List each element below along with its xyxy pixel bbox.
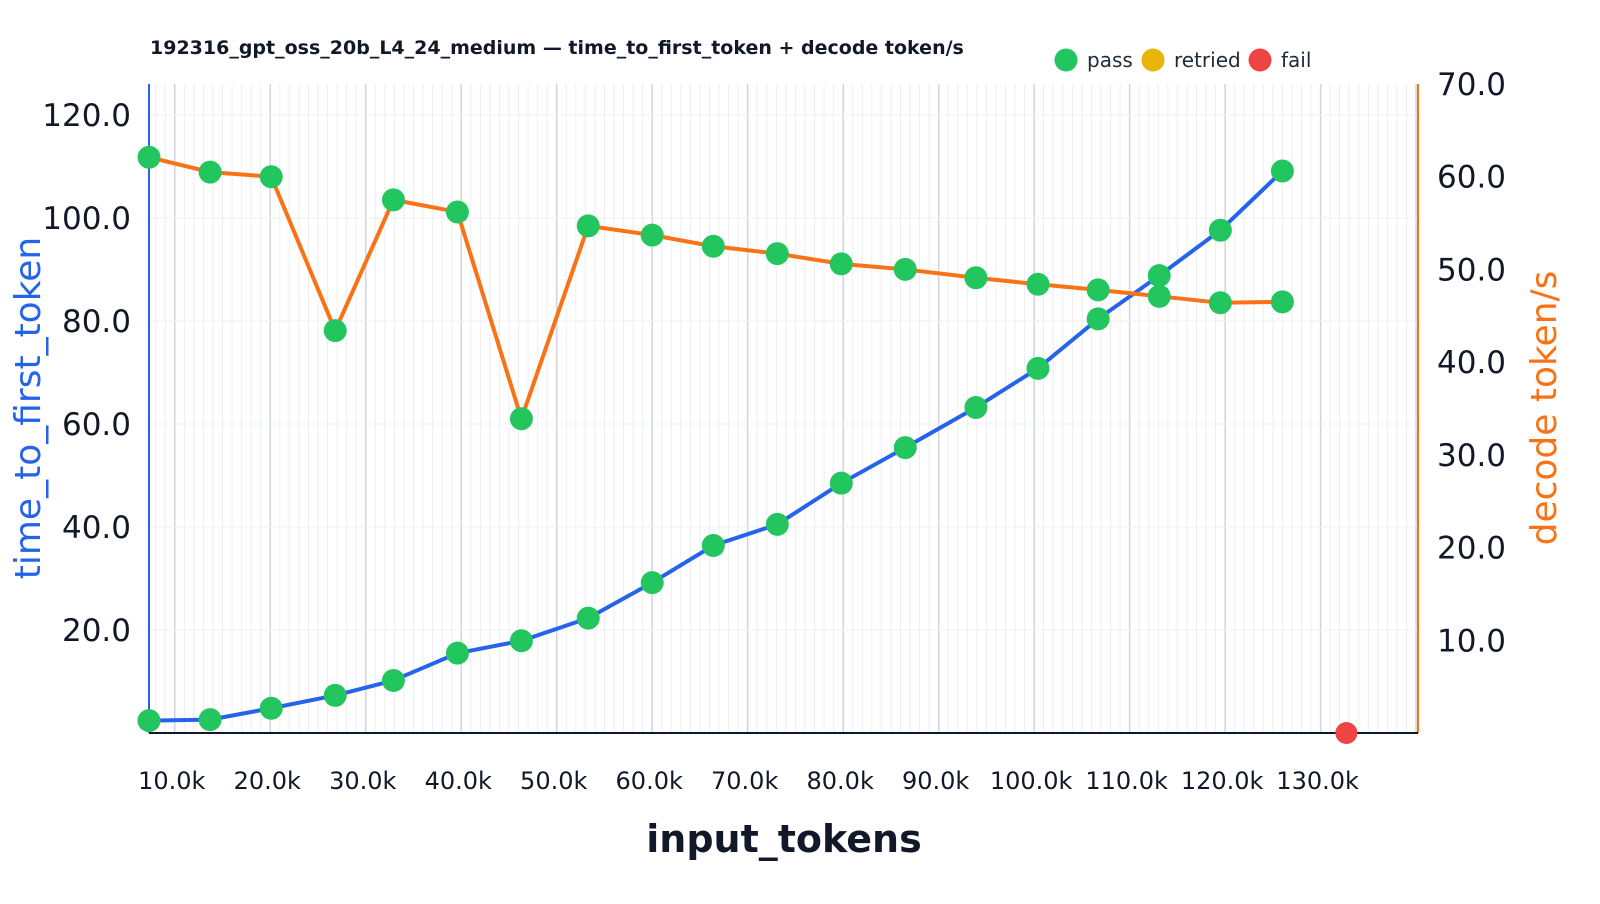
data-point-left [640, 571, 664, 595]
data-point-left [259, 696, 283, 720]
y-left-tick-label: 20.0 [62, 613, 131, 649]
x-tick-label: 110.0k [1085, 767, 1168, 795]
series-line-right [148, 155, 1283, 421]
data-point-right [198, 160, 222, 184]
data-point-right [381, 188, 405, 212]
data-point-left [829, 471, 853, 495]
series [137, 145, 1358, 744]
legend-marker-fail [1248, 48, 1272, 72]
y-left-tick-label: 120.0 [42, 98, 131, 134]
legend-label-retried: retried [1174, 48, 1241, 72]
data-point-right [509, 407, 533, 431]
x-tick-label: 90.0k [902, 767, 969, 795]
x-tick-label: 50.0k [520, 767, 587, 795]
y-right-tick-label: 40.0 [1437, 345, 1506, 381]
data-point-right [323, 319, 347, 343]
data-point-left [1208, 218, 1232, 242]
data-point-left [964, 395, 988, 419]
x-tick-label: 80.0k [807, 767, 874, 795]
legend: pass retried fail [1054, 48, 1311, 72]
x-tick-label: 100.0k [990, 767, 1073, 795]
data-point-right [137, 145, 161, 169]
data-point-fail [1335, 722, 1358, 744]
x-axis-label: input_tokens [646, 817, 921, 861]
data-point-left [509, 629, 533, 653]
data-point-right [829, 252, 853, 276]
legend-marker-retried [1141, 48, 1165, 72]
x-tick-label: 10.0k [138, 767, 205, 795]
data-point-left [1270, 159, 1294, 183]
data-point-right [1026, 272, 1050, 296]
legend-label-fail: fail [1281, 48, 1311, 72]
data-point-right [1208, 291, 1232, 315]
data-point-right [1147, 284, 1171, 308]
data-point-left [381, 668, 405, 692]
data-point-left [445, 641, 469, 665]
data-point-right [701, 234, 725, 258]
y-left-tick-label: 100.0 [42, 201, 131, 237]
data-point-left [765, 512, 789, 536]
data-point-left [1086, 307, 1110, 331]
x-tick-label: 30.0k [329, 767, 396, 795]
data-point-right [765, 242, 789, 266]
data-point-right [893, 257, 917, 281]
data-point-left [701, 534, 725, 558]
x-tick-label: 130.0k [1276, 767, 1359, 795]
data-point-left [198, 708, 222, 732]
data-point-right [576, 214, 600, 238]
y-left-tick-label: 40.0 [62, 510, 131, 546]
y-right-tick-label: 10.0 [1437, 623, 1506, 659]
data-point-right [964, 266, 988, 290]
legend-label-pass: pass [1087, 48, 1133, 72]
data-point-right [259, 165, 283, 189]
y-right-tick-label: 20.0 [1437, 531, 1506, 567]
legend-marker-pass [1054, 48, 1078, 72]
data-point-left [137, 709, 161, 733]
x-tick-label: 120.0k [1181, 767, 1264, 795]
data-point-left [323, 683, 347, 707]
x-tick-label: 20.0k [234, 767, 301, 795]
axes: 10.0k 20.0k 30.0k 40.0k 50.0k 60.0k 70.0k 80.0k… [42, 67, 1506, 795]
chart-title: 192316_gpt_oss_20b_L4_24_medium — time_t… [150, 37, 964, 59]
x-tick-label: 40.0k [425, 767, 492, 795]
data-point-left [1147, 264, 1171, 288]
data-point-right [1270, 290, 1294, 314]
x-tick-label: 70.0k [711, 767, 778, 795]
y-left-tick-label: 60.0 [62, 407, 131, 443]
x-tick-label: 60.0k [616, 767, 683, 795]
data-point-left [1026, 356, 1050, 380]
grid [149, 84, 1418, 733]
y-right-tick-label: 70.0 [1437, 67, 1506, 103]
data-point-left [576, 606, 600, 630]
data-point-left [893, 436, 917, 460]
y-axis-left-label: time_to_first_token [8, 237, 49, 580]
y-right-tick-label: 50.0 [1437, 252, 1506, 288]
data-point-right [640, 223, 664, 247]
data-point-right [1086, 278, 1110, 302]
data-point-right [445, 200, 469, 224]
y-right-tick-label: 30.0 [1437, 438, 1506, 474]
y-right-tick-label: 60.0 [1437, 160, 1506, 196]
y-axis-right-label: decode token/s [1524, 271, 1565, 546]
y-left-tick-label: 80.0 [62, 304, 131, 340]
